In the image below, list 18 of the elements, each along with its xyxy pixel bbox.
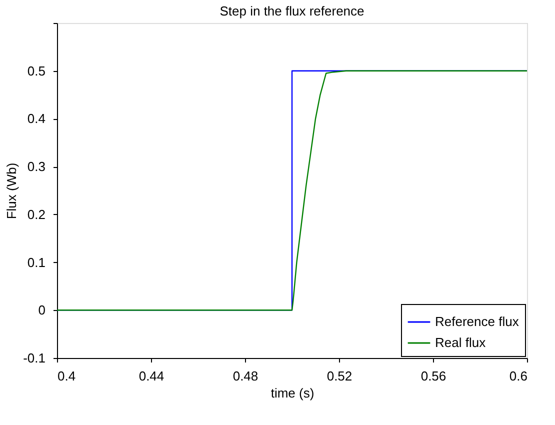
y-tick-label: 0.4 [27,111,46,126]
x-tick-label: 0.56 [420,368,446,384]
y-tick-label: 0 [38,302,46,318]
y-tick-label: -0.1 [23,350,46,366]
x-tick-label: 0.4 [58,368,76,384]
legend-label: Reference flux [435,314,520,329]
y-tick-label: 0.1 [27,254,46,270]
x-tick-label: 0.6 [509,368,528,384]
y-tick-label: 0.5 [27,63,46,78]
x-tick-label: 0.52 [326,368,352,384]
x-axis-title: time (s) [270,386,314,400]
x-tick-label: 0.44 [138,368,164,384]
y-tick-label: 0.2 [27,206,46,222]
chart-title: Step in the flux reference [220,4,364,18]
y-axis-title: Flux (Wb) [4,162,20,220]
x-tick-label: 0.48 [232,368,258,384]
legend-label: Real flux [435,335,486,350]
y-tick-label: 0.3 [27,159,46,174]
